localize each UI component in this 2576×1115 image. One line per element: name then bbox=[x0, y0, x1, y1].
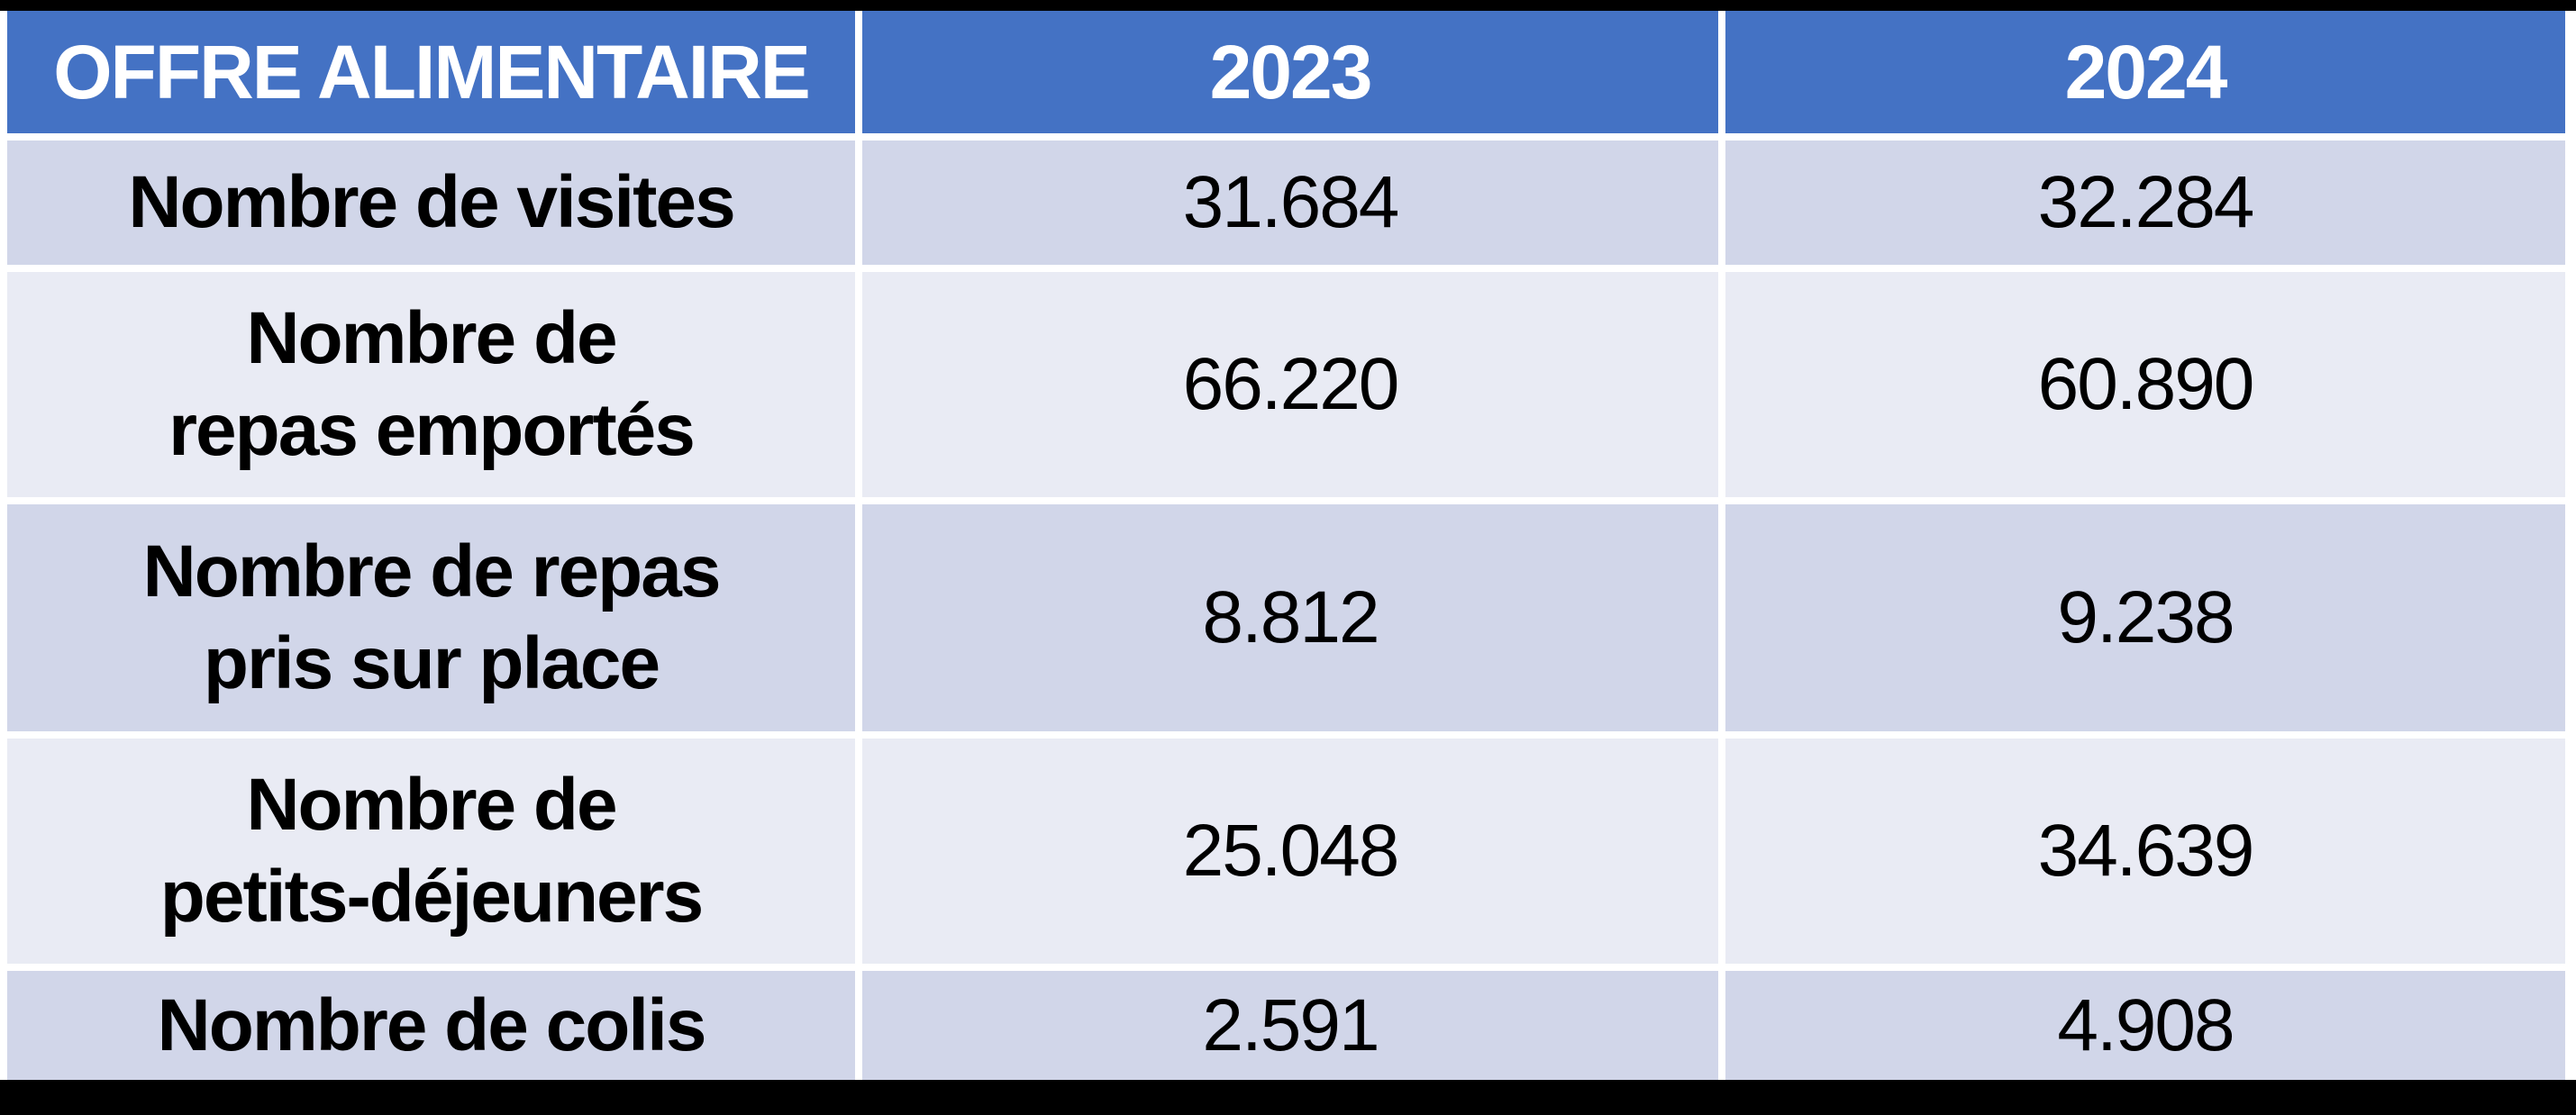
row-petits-dejeuners-label: Nombre de petits-déjeuners bbox=[7, 739, 855, 964]
row-repas-sur-place-value-2024: 9.238 bbox=[1725, 504, 2565, 731]
row-petits-dejeuners-value-2024: 34.639 bbox=[1725, 739, 2565, 964]
row-petits-dejeuners-value-2023: 25.048 bbox=[862, 739, 1718, 964]
slide-content: OFFRE ALIMENTAIRE 2023 2024 Nombre de vi… bbox=[0, 11, 2576, 1080]
row-colis-label: Nombre de colis bbox=[7, 971, 855, 1080]
table-header-title: OFFRE ALIMENTAIRE bbox=[7, 11, 855, 133]
letterbox-bar-bottom bbox=[0, 1080, 2576, 1115]
row-repas-emportes-value-2023: 66.220 bbox=[862, 272, 1718, 497]
row-visites-value-2024: 32.284 bbox=[1725, 141, 2565, 265]
row-visites-label: Nombre de visites bbox=[7, 141, 855, 265]
offre-alimentaire-table: OFFRE ALIMENTAIRE 2023 2024 Nombre de vi… bbox=[7, 11, 2565, 1080]
row-repas-emportes-label: Nombre de repas emportés bbox=[7, 272, 855, 497]
row-colis-value-2024: 4.908 bbox=[1725, 971, 2565, 1080]
row-repas-sur-place-label: Nombre de repas pris sur place bbox=[7, 504, 855, 731]
row-visites-value-2023: 31.684 bbox=[862, 141, 1718, 265]
row-colis-value-2023: 2.591 bbox=[862, 971, 1718, 1080]
row-repas-emportes-value-2024: 60.890 bbox=[1725, 272, 2565, 497]
letterbox-bar-top bbox=[0, 0, 2576, 11]
row-repas-sur-place-value-2023: 8.812 bbox=[862, 504, 1718, 731]
table-header-2024: 2024 bbox=[1725, 11, 2565, 133]
table-header-2023: 2023 bbox=[862, 11, 1718, 133]
